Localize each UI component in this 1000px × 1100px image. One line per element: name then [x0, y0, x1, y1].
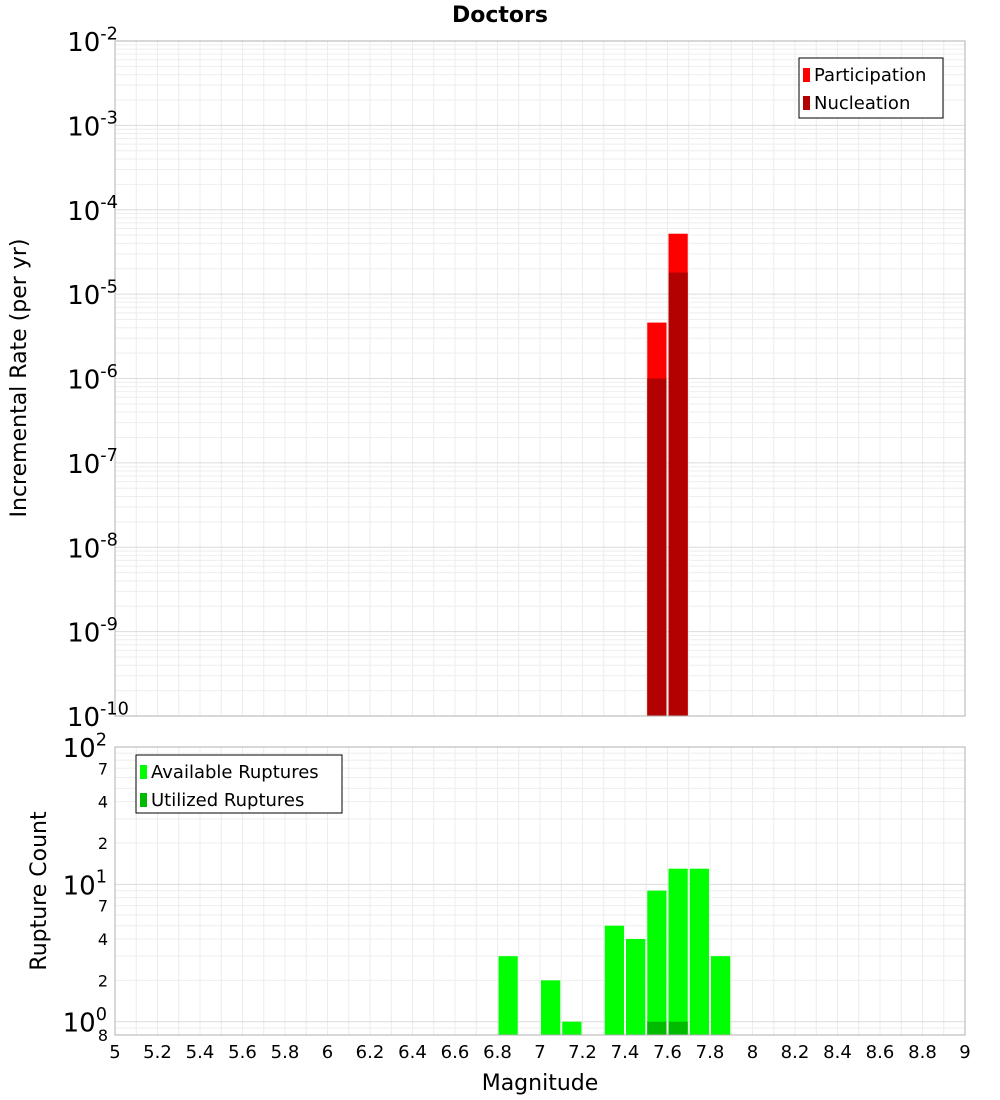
legend-swatch	[140, 765, 147, 779]
y-minor-tick-label: 7	[98, 897, 108, 916]
x-tick-label: 6.8	[483, 1042, 512, 1063]
legend-label: Participation	[814, 65, 926, 86]
legend: Participation Nucleation	[798, 57, 944, 119]
bar-available-ruptures	[604, 925, 624, 1035]
x-tick-label: 8.4	[823, 1042, 852, 1063]
x-tick-label: 5	[109, 1042, 120, 1063]
y-tick-label: 102	[63, 730, 107, 764]
y-minor-tick-label: 2	[98, 971, 108, 990]
bottom-y-axis-label: Rupture Count	[27, 811, 52, 971]
x-tick-label: 8.2	[781, 1042, 810, 1063]
x-tick-label: 5.2	[143, 1042, 172, 1063]
x-axis-label: Magnitude	[482, 1071, 599, 1096]
chart-title: Doctors	[452, 3, 548, 28]
bar-available-ruptures	[562, 1021, 582, 1035]
y-tick-label: 10-8	[67, 531, 118, 565]
y-tick-label: 10-9	[67, 615, 118, 649]
legend-label: Available Ruptures	[151, 762, 319, 783]
legend-box	[135, 754, 343, 814]
top-plot-area: 10-10 10-9 10-8 10-7 10-6 10-5 10-4 10-3 10-2 Par…	[67, 24, 966, 733]
x-tick-label: 7.2	[568, 1042, 597, 1063]
x-tick-label: 8.8	[908, 1042, 937, 1063]
y-minor-tick-label: 4	[98, 793, 108, 812]
y-minor-tick-label: 4	[98, 930, 108, 949]
x-tick-label: 7.6	[653, 1042, 682, 1063]
y-tick-label: 10-5	[67, 277, 118, 311]
y-minor-tick-label: 2	[98, 834, 108, 853]
y-tick-label: 10-3	[67, 109, 118, 143]
bar-available-ruptures	[711, 956, 731, 1035]
x-tick-label: 8	[747, 1042, 758, 1063]
x-tick-label: 8.6	[866, 1042, 895, 1063]
x-tick-label: 5.8	[271, 1042, 300, 1063]
x-tick-label: 6.4	[398, 1042, 427, 1063]
x-tick-label: 7.8	[696, 1042, 725, 1063]
bar-available-ruptures	[668, 868, 688, 1035]
bar-available-ruptures	[498, 956, 518, 1035]
legend: Available Ruptures Utilized Ruptures	[135, 754, 343, 814]
x-tick-label: 7.4	[611, 1042, 640, 1063]
bar-available-ruptures	[626, 939, 646, 1035]
legend-label: Nucleation	[814, 93, 910, 114]
x-tick-label: 5.4	[186, 1042, 215, 1063]
bar-nucleation	[647, 378, 667, 716]
y-minor-tick-label: 7	[98, 759, 108, 778]
bottom-plot-border	[114, 746, 966, 1036]
legend-box	[798, 57, 944, 119]
top-plot-border	[114, 40, 966, 717]
legend-swatch	[803, 96, 810, 110]
legend-swatch	[803, 68, 810, 82]
y-tick-label: 10-2	[67, 24, 118, 58]
x-tick-label: 5.6	[228, 1042, 257, 1063]
x-tick-label: 9	[959, 1042, 970, 1063]
y-tick-label: 10-6	[67, 362, 118, 396]
bar-utilized-ruptures	[668, 1021, 688, 1035]
bar-available-ruptures	[541, 980, 561, 1035]
top-y-axis-label: Incremental Rate (per yr)	[7, 239, 32, 518]
bar-utilized-ruptures	[647, 1021, 667, 1035]
bar-available-ruptures	[689, 868, 709, 1035]
x-tick-label: 6	[322, 1042, 333, 1063]
y-tick-label: 10-4	[67, 193, 118, 227]
x-tick-label: 6.6	[441, 1042, 470, 1063]
bottom-plot-area: 100 101 102 8 2 4 7 2 4 7 5 5.2 5.4 5.6 5.8 6 6.2 6.4 6.6 6…	[63, 730, 971, 1063]
y-tick-label: 10-10	[67, 699, 129, 733]
y-tick-label: 101	[63, 868, 107, 902]
legend-label: Utilized Ruptures	[151, 790, 304, 811]
y-tick-label: 100	[63, 1005, 107, 1039]
y-minor-tick-label: 8	[98, 1026, 108, 1045]
legend-swatch	[140, 793, 147, 807]
y-tick-label: 10-7	[67, 446, 118, 480]
x-tick-label: 7	[534, 1042, 545, 1063]
bar-available-ruptures	[647, 890, 667, 1035]
bar-nucleation	[668, 272, 688, 716]
x-tick-label: 6.2	[356, 1042, 385, 1063]
